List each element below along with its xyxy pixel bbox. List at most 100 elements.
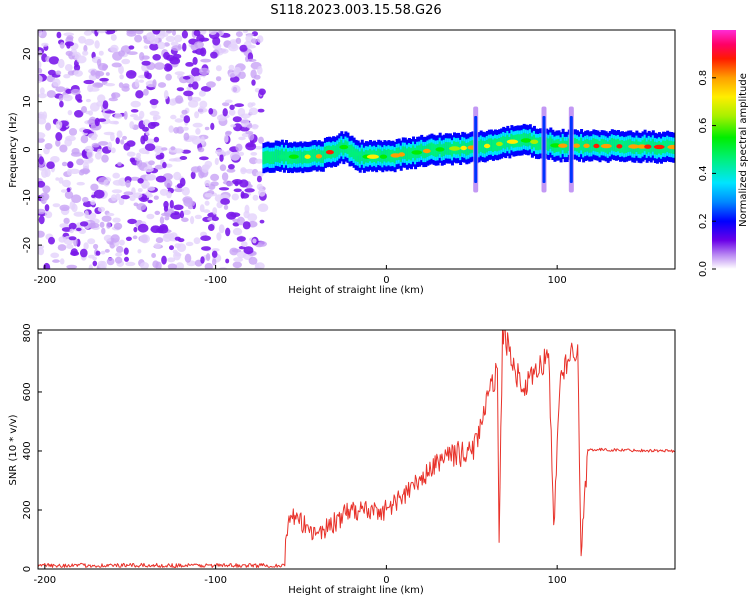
track-peak [460, 145, 467, 151]
noise-blob [165, 35, 176, 43]
noise-blob [63, 32, 75, 37]
noise-blob [250, 152, 258, 156]
track-band [338, 142, 342, 155]
noise-blob [248, 133, 255, 141]
noise-blob [134, 34, 143, 43]
track-band [479, 139, 483, 152]
noise-blob [38, 50, 43, 57]
noise-blob [212, 36, 221, 46]
noise-blob [101, 215, 112, 222]
track-band [321, 150, 325, 163]
noise-blob [110, 234, 120, 243]
noise-blob [97, 118, 107, 122]
track-band [588, 140, 592, 153]
track-band [405, 148, 409, 161]
noise-blob [146, 213, 155, 220]
noise-blob [38, 68, 43, 74]
noise-blob [76, 158, 84, 166]
noise-blob [93, 243, 99, 250]
track-band [407, 146, 411, 160]
y-tick-label: 400 [22, 441, 33, 460]
track-band [387, 148, 391, 162]
noise-blob [236, 216, 245, 226]
noise-blob [211, 248, 220, 252]
noise-blob [102, 100, 109, 110]
noise-blob [140, 262, 149, 269]
noise-blob [224, 99, 233, 104]
noise-blob [136, 203, 147, 211]
noise-blob [69, 228, 74, 234]
track-peak [483, 143, 491, 149]
noise-blob [78, 36, 86, 44]
noise-blob [121, 58, 131, 65]
noise-blob [225, 131, 231, 137]
x-tick-label: -200 [33, 575, 56, 586]
colorbar: 0.0 0.2 0.4 0.6 0.8 Normalized spectral ampl… [698, 30, 749, 277]
noise-blob [90, 200, 96, 206]
noise-blob [138, 79, 145, 83]
noise-blob [38, 74, 43, 84]
noise-blob [245, 142, 257, 151]
noise-blob [142, 35, 148, 40]
track-band [614, 139, 618, 152]
noise-blob [112, 217, 121, 223]
noise-blob [162, 32, 169, 37]
x-tick-label: -100 [204, 275, 227, 286]
track-band [610, 138, 614, 151]
noise-blob [143, 45, 149, 49]
track-band [649, 141, 653, 154]
track-band [516, 134, 520, 147]
noise-blob [161, 255, 167, 265]
noise-blob [118, 198, 125, 206]
noise-blob [96, 101, 103, 107]
track-peak [653, 144, 665, 150]
noise-blob [69, 168, 80, 174]
track-band [311, 149, 315, 162]
noise-blob [81, 106, 87, 113]
track-band [590, 139, 594, 153]
noise-blob [111, 189, 123, 194]
track-peak [288, 154, 299, 159]
track-peak [600, 143, 612, 149]
noise-blob [70, 251, 80, 256]
noise-blob [110, 147, 116, 154]
noise-blob [175, 262, 185, 269]
noise-blob [192, 56, 198, 65]
noise-blob [125, 236, 132, 241]
noise-blob [200, 256, 205, 264]
x-tick-label: 100 [548, 575, 567, 586]
x-tick-label: -200 [33, 275, 56, 286]
noise-blob [191, 96, 202, 102]
noise-blob [194, 111, 200, 119]
noise-blob [88, 116, 97, 126]
track-band [430, 142, 434, 155]
noise-blob [123, 191, 134, 196]
noise-blob [223, 134, 229, 143]
noise-blob [211, 250, 218, 258]
noise-blob [84, 38, 95, 46]
track-band [549, 136, 553, 149]
noise-blob [148, 160, 155, 166]
noise-blob [172, 148, 184, 154]
noise-blob [188, 100, 199, 108]
noise-blob [38, 93, 47, 99]
noise-blob [199, 47, 207, 57]
noise-blob [226, 181, 234, 187]
noise-blob [133, 116, 143, 121]
noise-blob [204, 126, 210, 131]
noise-blob [111, 92, 116, 100]
noise-blob [52, 78, 61, 87]
noise-blob [202, 209, 211, 213]
noise-blob [183, 115, 191, 124]
noise-blob [159, 188, 169, 196]
noise-blob [38, 247, 45, 256]
noise-blob [168, 125, 174, 133]
noise-blob [58, 177, 64, 184]
noise-blob [115, 137, 120, 145]
track-band [284, 148, 288, 162]
colorbar-tick-label: 0.2 [698, 213, 709, 229]
noise-blob [229, 104, 235, 111]
track-peak [315, 154, 323, 159]
